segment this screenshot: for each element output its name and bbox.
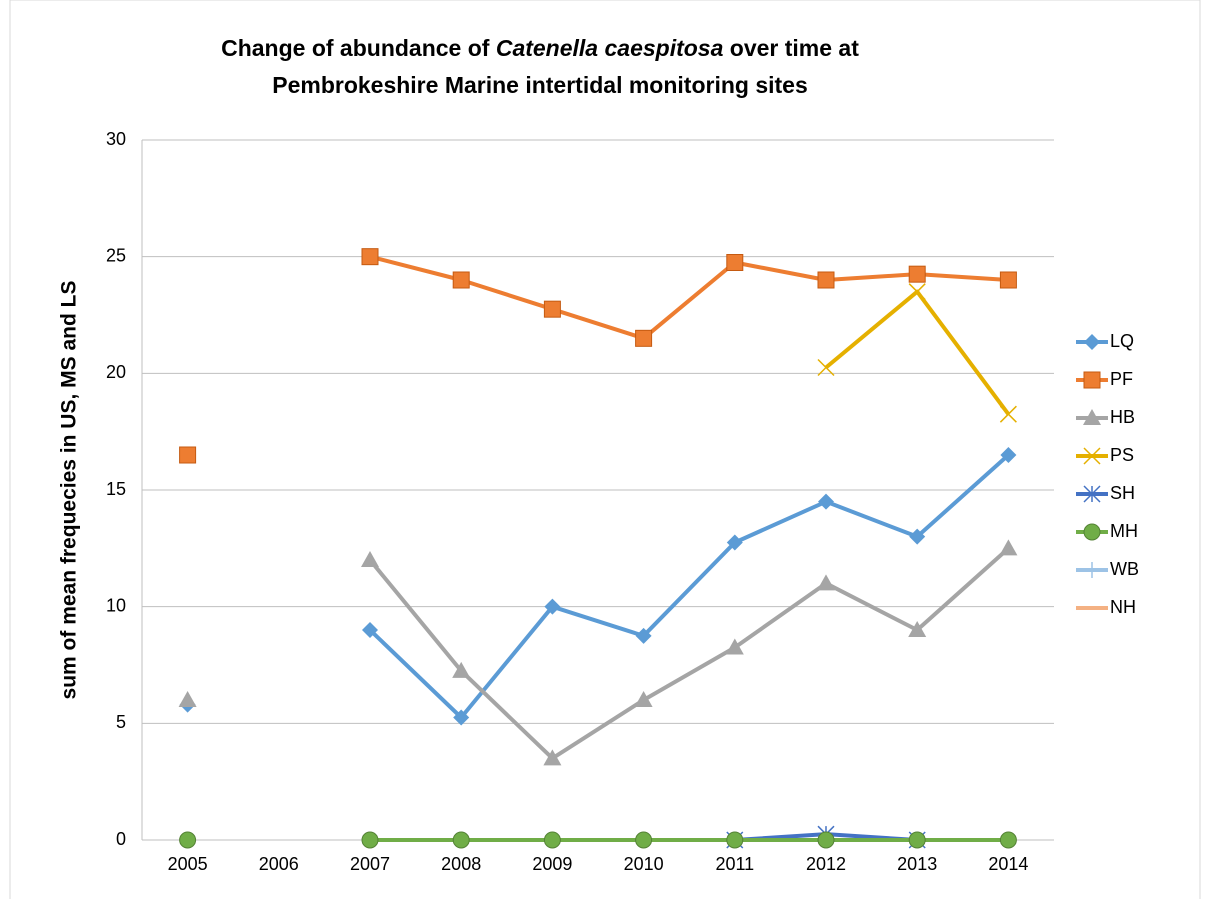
x-tick-label: 2011	[715, 854, 754, 874]
point-marker	[178, 691, 197, 707]
point-marker	[179, 831, 197, 849]
point-marker	[817, 358, 835, 377]
point-marker	[1000, 447, 1017, 463]
x-tick-label: 2013	[897, 854, 937, 874]
point-marker	[999, 539, 1018, 556]
legend-label: PF	[1110, 369, 1133, 389]
legend-marker	[1083, 409, 1101, 425]
point-marker	[543, 831, 561, 849]
point-marker	[543, 300, 561, 318]
x-tick-label: 2012	[806, 854, 846, 874]
point-marker	[543, 749, 562, 766]
point-marker	[453, 709, 470, 726]
point-marker	[999, 831, 1017, 849]
title-part: over time at	[723, 35, 859, 61]
legend-marker	[1083, 371, 1101, 389]
x-tick-label: 2006	[259, 854, 299, 874]
x-tick-label: 2009	[532, 854, 572, 874]
point-marker	[725, 638, 744, 655]
point-marker	[726, 254, 744, 271]
title-part: Change of abundance of	[221, 35, 496, 61]
x-tick-label: 2010	[624, 854, 664, 874]
y-tick-label: 30	[106, 129, 126, 149]
point-marker	[452, 661, 471, 678]
y-tick-label: 25	[106, 245, 126, 265]
x-tick-label: 2005	[168, 854, 208, 874]
point-marker	[635, 627, 652, 644]
legend-label: LQ	[1110, 331, 1134, 351]
point-marker	[361, 831, 379, 849]
chart-frame	[9, 0, 1201, 904]
point-marker	[999, 271, 1017, 289]
y-tick-label: 15	[106, 479, 126, 499]
legend-marker	[1083, 523, 1101, 541]
point-marker	[817, 271, 835, 289]
y-tick-label: 10	[106, 595, 126, 615]
point-marker	[544, 598, 561, 615]
legend-label: PS	[1110, 445, 1134, 465]
point-marker	[361, 248, 379, 266]
x-tick-label: 2008	[441, 854, 481, 874]
point-marker	[634, 691, 653, 707]
legend-marker	[1083, 485, 1101, 503]
point-marker	[726, 534, 743, 551]
x-tick-label: 2007	[350, 854, 390, 874]
point-marker	[362, 622, 378, 638]
y-tick-label: 5	[116, 712, 126, 732]
point-marker	[909, 528, 926, 545]
point-marker	[818, 493, 834, 510]
point-marker	[817, 831, 835, 849]
legend-marker	[1083, 447, 1101, 465]
legend-marker	[1084, 334, 1100, 350]
chart-title: Pembrokeshire Marine intertidal monitori…	[272, 72, 808, 98]
point-marker	[179, 446, 197, 464]
point-marker	[726, 831, 744, 849]
point-marker	[635, 329, 653, 347]
chart-title: Change of abundance of Catenella caespit…	[221, 35, 859, 61]
x-tick-label: 2014	[988, 854, 1028, 874]
y-tick-label: 20	[106, 362, 126, 382]
point-marker	[635, 831, 653, 849]
point-marker	[908, 283, 926, 301]
series-line	[368, 453, 1010, 720]
legend-label: NH	[1110, 597, 1136, 617]
point-marker	[817, 574, 835, 591]
point-marker	[908, 621, 927, 637]
legend-label: HB	[1110, 407, 1135, 427]
point-marker	[999, 405, 1017, 423]
title-part: Catenella caespitosa	[496, 35, 724, 61]
point-marker	[908, 265, 926, 283]
y-axis-label: sum of mean frequecies in US, MS and LS	[58, 281, 81, 700]
y-tick-label: 0	[116, 829, 126, 849]
legend-label: MH	[1110, 521, 1138, 541]
point-marker	[452, 271, 470, 289]
point-marker	[908, 831, 926, 849]
series-line	[368, 546, 1010, 761]
legend-label: SH	[1110, 483, 1135, 503]
legend-marker	[1084, 562, 1100, 578]
legend-label: WB	[1110, 559, 1139, 579]
series-line	[369, 254, 1009, 341]
point-marker	[361, 551, 379, 567]
point-marker	[452, 831, 470, 849]
